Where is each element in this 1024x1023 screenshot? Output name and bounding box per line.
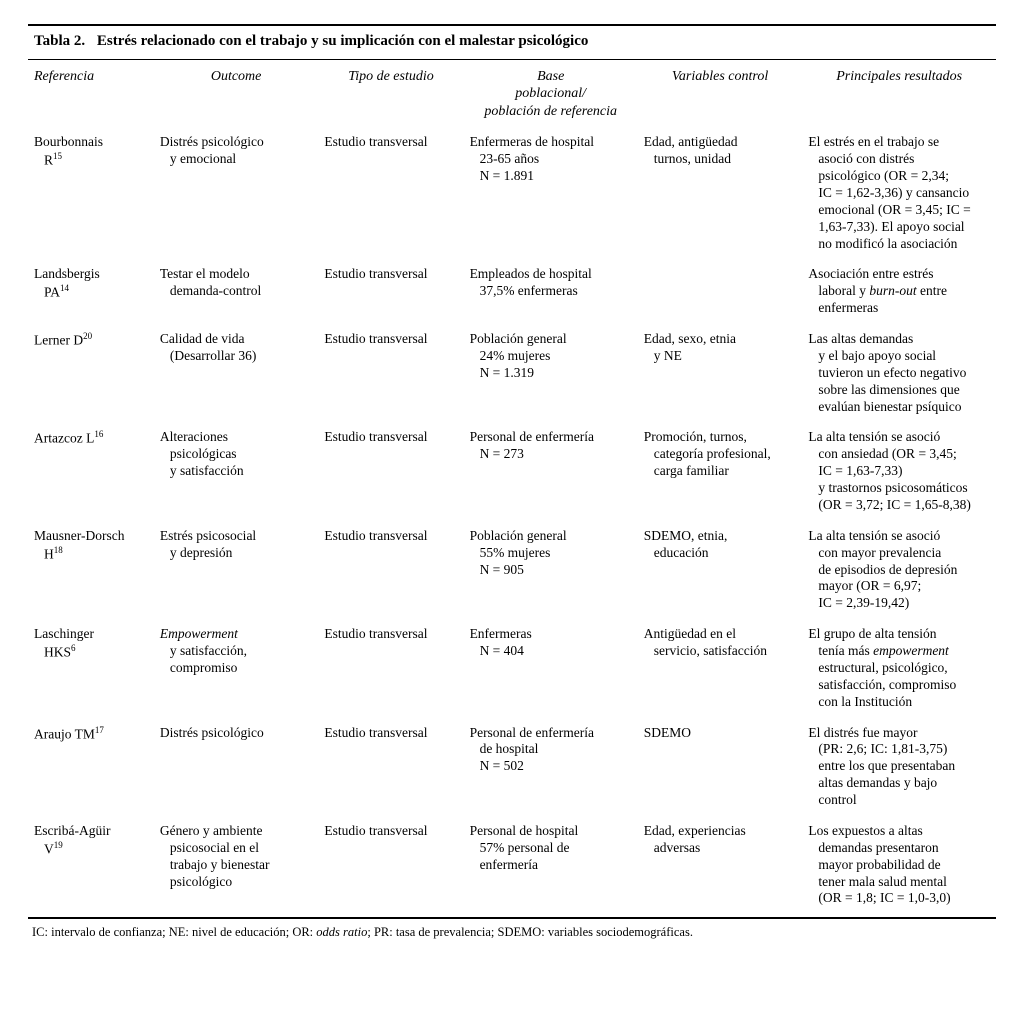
table-row: BourbonnaisR15Distrés psicológicoy emoci… [28, 130, 996, 262]
header-row: Referencia Outcome Tipo de estudio Basep… [28, 60, 996, 131]
cell-vars: SDEMO [638, 721, 803, 819]
table-head: Referencia Outcome Tipo de estudio Basep… [28, 60, 996, 131]
cell-outcome: Alteracionespsicológicasy satisfacción [154, 425, 319, 523]
cell-referencia: Artazcoz L16 [28, 425, 154, 523]
cell-result: El grupo de alta tensióntenía más empowe… [802, 622, 996, 720]
cell-base: Personal de enfermeríaN = 273 [464, 425, 638, 523]
col-vars: Variables control [638, 60, 803, 131]
cell-outcome: Empowermenty satisfacción,compromiso [154, 622, 319, 720]
cell-tipo: Estudio transversal [318, 819, 463, 917]
data-table: Referencia Outcome Tipo de estudio Basep… [28, 60, 996, 918]
col-base: Basepoblacional/población de referencia [464, 60, 638, 131]
col-tipo: Tipo de estudio [318, 60, 463, 131]
cell-outcome: Testar el modelodemanda-control [154, 262, 319, 327]
cell-vars: Antigüedad en elservicio, satisfacción [638, 622, 803, 720]
cell-result: Asociación entre estréslaboral y burn-ou… [802, 262, 996, 327]
cell-result: Las altas demandasy el bajo apoyo social… [802, 327, 996, 425]
cell-outcome: Calidad de vida(Desarrollar 36) [154, 327, 319, 425]
cell-outcome: Estrés psicosocialy depresión [154, 524, 319, 622]
table-title: Estrés relacionado con el trabajo y su i… [97, 33, 588, 49]
table-row: Artazcoz L16Alteracionespsicológicasy sa… [28, 425, 996, 523]
cell-referencia: LaschingerHKS6 [28, 622, 154, 720]
cell-result: El estrés en el trabajo seasoció con dis… [802, 130, 996, 262]
cell-base: Empleados de hospital37,5% enfermeras [464, 262, 638, 327]
col-result: Principales resultados [802, 60, 996, 131]
cell-tipo: Estudio transversal [318, 327, 463, 425]
table-row: LandsbergisPA14Testar el modelodemanda-c… [28, 262, 996, 327]
cell-outcome: Distrés psicológico [154, 721, 319, 819]
table-label: Tabla 2. [34, 33, 85, 49]
table-row: Lerner D20Calidad de vida(Desarrollar 36… [28, 327, 996, 425]
table-row: Mausner-DorschH18Estrés psicosocialy dep… [28, 524, 996, 622]
cell-base: Personal de enfermeríade hospitalN = 502 [464, 721, 638, 819]
cell-referencia: Lerner D20 [28, 327, 154, 425]
cell-outcome: Género y ambientepsicosocial en eltrabaj… [154, 819, 319, 917]
table-row: LaschingerHKS6Empowermenty satisfacción,… [28, 622, 996, 720]
cell-tipo: Estudio transversal [318, 721, 463, 819]
cell-referencia: LandsbergisPA14 [28, 262, 154, 327]
cell-base: Personal de hospital57% personal deenfer… [464, 819, 638, 917]
cell-tipo: Estudio transversal [318, 130, 463, 262]
cell-vars: Promoción, turnos,categoría profesional,… [638, 425, 803, 523]
col-outcome: Outcome [154, 60, 319, 131]
cell-referencia: Araujo TM17 [28, 721, 154, 819]
cell-base: Enfermeras de hospital23-65 añosN = 1.89… [464, 130, 638, 262]
cell-vars: Edad, experienciasadversas [638, 819, 803, 917]
table-body: BourbonnaisR15Distrés psicológicoy emoci… [28, 130, 996, 917]
cell-base: Población general55% mujeresN = 905 [464, 524, 638, 622]
col-referencia: Referencia [28, 60, 154, 131]
cell-result: La alta tensión se asociócon ansiedad (O… [802, 425, 996, 523]
cell-tipo: Estudio transversal [318, 524, 463, 622]
cell-base: EnfermerasN = 404 [464, 622, 638, 720]
cell-vars: Edad, sexo, etniay NE [638, 327, 803, 425]
cell-result: El distrés fue mayor(PR: 2,6; IC: 1,81-3… [802, 721, 996, 819]
table-footnote: IC: intervalo de confianza; NE: nivel de… [28, 919, 996, 941]
cell-referencia: Mausner-DorschH18 [28, 524, 154, 622]
col-base-l1: Basepoblacional/población de referencia [484, 69, 617, 119]
cell-result: Los expuestos a altasdemandas presentaro… [802, 819, 996, 917]
cell-referencia: BourbonnaisR15 [28, 130, 154, 262]
cell-tipo: Estudio transversal [318, 622, 463, 720]
cell-referencia: Escribá-AgüirV19 [28, 819, 154, 917]
cell-base: Población general24% mujeresN = 1.319 [464, 327, 638, 425]
cell-vars [638, 262, 803, 327]
cell-tipo: Estudio transversal [318, 425, 463, 523]
table-2-container: Tabla 2. Estrés relacionado con el traba… [28, 24, 996, 941]
table-title-row: Tabla 2. Estrés relacionado con el traba… [28, 26, 996, 59]
cell-outcome: Distrés psicológicoy emocional [154, 130, 319, 262]
cell-vars: SDEMO, etnia,educación [638, 524, 803, 622]
cell-tipo: Estudio transversal [318, 262, 463, 327]
cell-result: La alta tensión se asociócon mayor preva… [802, 524, 996, 622]
table-row: Araujo TM17Distrés psicológicoEstudio tr… [28, 721, 996, 819]
table-row: Escribá-AgüirV19Género y ambientepsicoso… [28, 819, 996, 917]
cell-vars: Edad, antigüedadturnos, unidad [638, 130, 803, 262]
